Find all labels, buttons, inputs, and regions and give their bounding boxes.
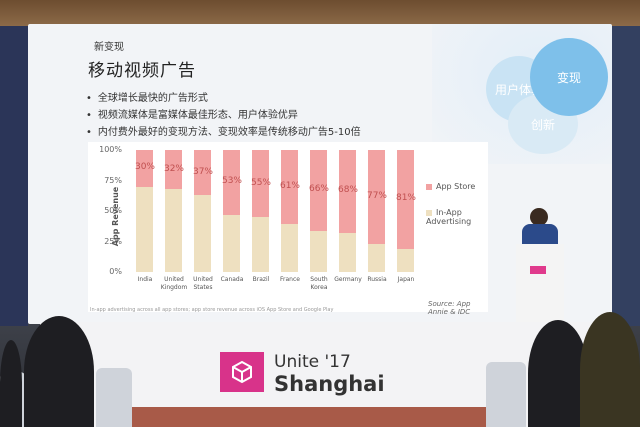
- bar: 81%: [396, 150, 416, 272]
- x-tick-label: Russia: [367, 276, 387, 283]
- bar-segment-in-app-advertising: [339, 232, 356, 272]
- bullet-item: 全球增长最快的广告形式: [86, 90, 361, 107]
- x-tick-label: India: [137, 276, 153, 283]
- bar-segment-in-app-advertising: [194, 195, 211, 272]
- bar-value-label: 77%: [366, 190, 387, 201]
- revenue-chart: App Revenue App Store In-App Advertising…: [88, 142, 488, 316]
- bar-segment-in-app-advertising: [310, 230, 327, 272]
- event-city: Shanghai: [274, 372, 385, 396]
- legend-swatch: [426, 183, 432, 190]
- bar: 32%: [164, 150, 184, 272]
- x-tick-label: Germany: [334, 276, 362, 283]
- bar-segment-in-app-advertising: [136, 186, 153, 272]
- bar: 37%: [193, 150, 213, 272]
- bar-value-label: 61%: [279, 181, 300, 192]
- bar-segment-in-app-advertising: [281, 224, 298, 272]
- bar-value-label: 53%: [221, 176, 242, 187]
- slide-section-label: 新变现: [94, 42, 124, 53]
- carpet: [120, 407, 520, 427]
- bar-segment-app-store: [368, 150, 385, 244]
- y-tick-label: 0%: [109, 267, 122, 276]
- chair: [486, 362, 526, 427]
- y-tick-label: 50%: [104, 206, 122, 215]
- bar-value-label: 66%: [308, 184, 329, 195]
- bar-value-label: 37%: [192, 166, 213, 177]
- bar-segment-app-store: [223, 150, 240, 215]
- podium-logo: [530, 266, 546, 274]
- circle-monetization: 变现: [530, 38, 608, 116]
- bar-value-label: 81%: [395, 193, 416, 204]
- speaker: [522, 208, 558, 254]
- bar-segment-app-store: [136, 150, 153, 187]
- bullet-item: 内付费外最好的变现方法、变现效率是传统移动广告5-10倍: [86, 124, 361, 141]
- podium: [516, 244, 564, 326]
- legend-app-store: App Store: [426, 182, 475, 191]
- x-tick-label: United States: [193, 276, 213, 291]
- bar-segment-app-store: [281, 150, 298, 225]
- y-tick-label: 25%: [104, 236, 122, 246]
- legend-swatch: [426, 209, 432, 216]
- y-tick-label: 75%: [104, 175, 122, 185]
- bar-segment-in-app-advertising: [165, 189, 182, 272]
- bar: 61%: [280, 150, 300, 272]
- bar-value-label: 30%: [134, 162, 155, 173]
- bar-segment-app-store: [310, 150, 327, 231]
- audience-member: [580, 312, 640, 427]
- bar: 55%: [251, 150, 271, 272]
- bar-segment-app-store: [194, 150, 211, 196]
- x-tick-label: Canada: [220, 276, 244, 283]
- x-tick-label: Brazil: [252, 276, 270, 283]
- chart-source: Source: App Annie & IDC: [428, 300, 471, 316]
- bullet-item: 视频流媒体是富媒体最佳形态、用户体验优异: [86, 107, 361, 124]
- unity-logo-icon: [220, 352, 264, 392]
- bar: 77%: [367, 150, 387, 272]
- slide-footnote: In-app advertising across all app stores…: [90, 307, 334, 313]
- bar-value-label: 32%: [163, 163, 184, 174]
- bar-segment-app-store: [252, 150, 269, 218]
- bar-segment-in-app-advertising: [368, 243, 385, 272]
- x-tick-label: United Kingdom: [160, 276, 188, 291]
- bar-segment-app-store: [397, 150, 414, 249]
- event-name: Unite '17: [274, 352, 351, 372]
- bar-value-label: 68%: [337, 185, 358, 196]
- slide-title: 移动视频广告: [88, 61, 196, 81]
- x-tick-label: South Korea: [310, 276, 328, 291]
- x-tick-label: France: [280, 276, 300, 283]
- audience-member: [528, 320, 588, 427]
- bar-segment-in-app-advertising: [252, 217, 269, 272]
- side-screen-left: [0, 26, 28, 326]
- bar: 68%: [338, 150, 358, 272]
- bar-segment-app-store: [165, 150, 182, 190]
- audience-member: [24, 316, 94, 427]
- bar: 66%: [309, 150, 329, 272]
- bar-segment-in-app-advertising: [397, 248, 414, 272]
- venn-circles: 用户体验 创新 变现: [468, 28, 612, 158]
- bar-segment-app-store: [339, 150, 356, 233]
- y-tick-label: 100%: [99, 145, 122, 154]
- audience-member: [0, 340, 22, 427]
- bar: 53%: [222, 150, 242, 272]
- bar-segment-in-app-advertising: [223, 214, 240, 272]
- bar: 30%: [135, 150, 155, 272]
- ceiling: [0, 0, 640, 26]
- side-screen-right: [612, 26, 640, 326]
- slide-bullets: 全球增长最快的广告形式 视频流媒体是富媒体最佳形态、用户体验优异 内付费外最好的…: [86, 90, 361, 141]
- projection-screen: 新变现 移动视频广告 全球增长最快的广告形式 视频流媒体是富媒体最佳形态、用户体…: [28, 24, 612, 324]
- event-banner: Unite '17 Shanghai: [220, 348, 420, 400]
- x-tick-label: Japan: [397, 276, 415, 283]
- bar-value-label: 55%: [250, 177, 271, 188]
- chair: [96, 368, 132, 427]
- legend-in-app-advertising: In-App Advertising: [426, 208, 472, 226]
